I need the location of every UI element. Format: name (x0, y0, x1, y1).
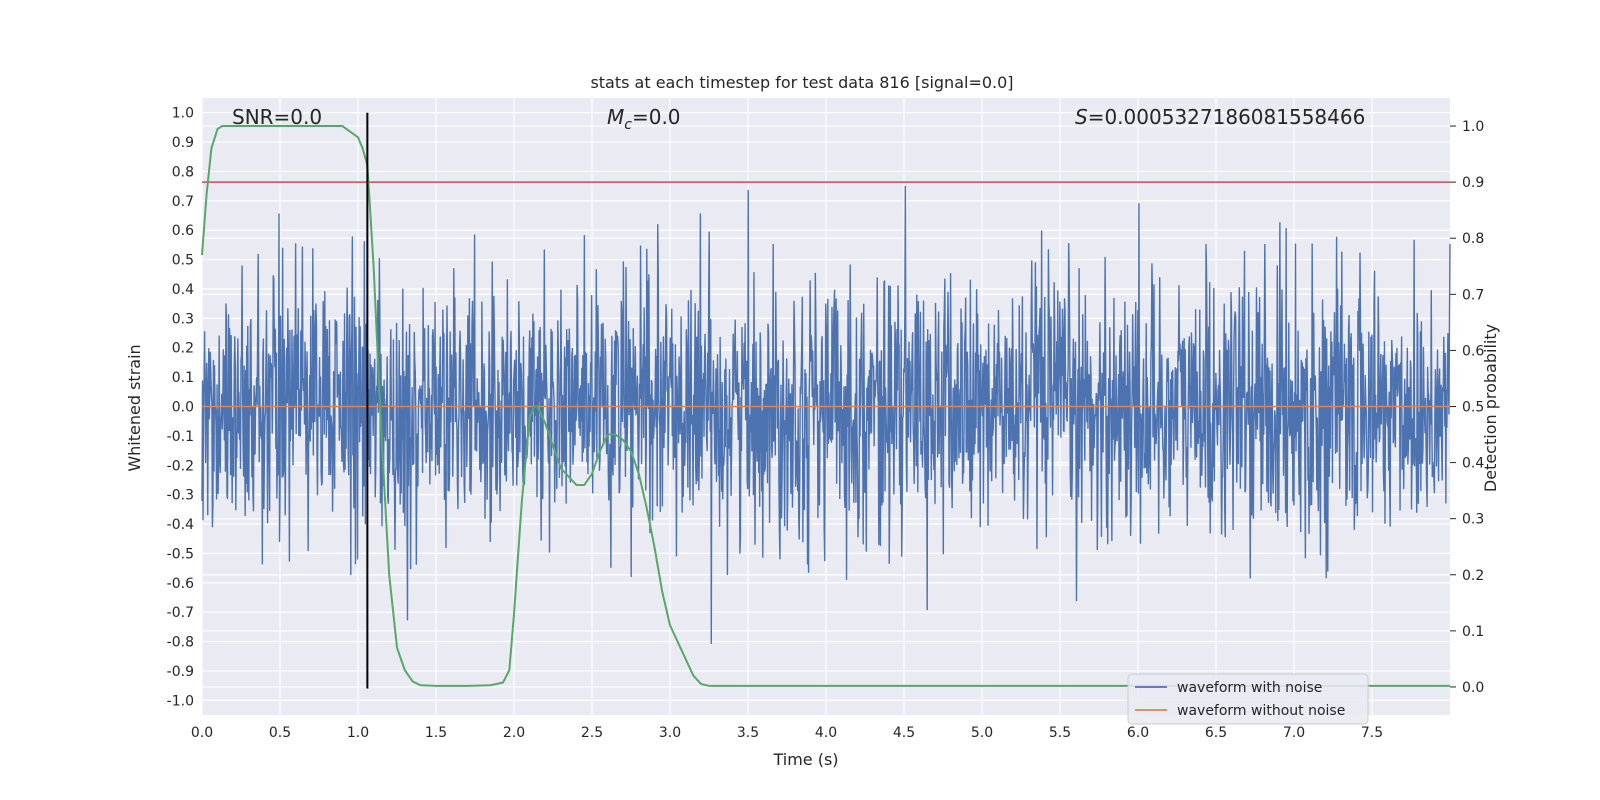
x-tick-label: 2.0 (503, 725, 525, 741)
y-right-tick-label: 0.4 (1462, 456, 1484, 472)
y-right-tick-label: 0.2 (1462, 568, 1484, 584)
score-value: =0.0005327186081558466 (1088, 105, 1366, 129)
snr-annotation: SNR=0.0 (232, 105, 322, 129)
y-right-tick-label: 0.0 (1462, 680, 1484, 696)
y-left-tick-label: 0.3 (172, 311, 194, 327)
y-left-tick-label: -0.6 (167, 576, 194, 592)
y-left-tick-label: -0.1 (167, 429, 194, 445)
x-tick-label: 4.0 (815, 725, 837, 741)
x-tick-label: 0.0 (191, 725, 213, 741)
x-tick-label: 3.5 (737, 725, 759, 741)
y-left-tick-label: 0.1 (172, 370, 194, 386)
y-right-tick-label: 0.1 (1462, 624, 1484, 640)
y-right-tick-label: 0.7 (1462, 287, 1484, 303)
y-left-tick-label: -0.5 (167, 546, 194, 562)
y-left-tick-label: -0.8 (167, 635, 194, 651)
y-left-tick-label: 0.4 (172, 282, 194, 298)
y-left-tick-label: -0.4 (167, 517, 194, 533)
waveform-with-noise-line (201, 185, 1451, 645)
x-axis-label: Time (s) (772, 750, 838, 769)
y-right-tick-label: 1.0 (1462, 119, 1484, 135)
y-right-tick-label: 0.5 (1462, 400, 1484, 416)
y-left-tick-label: -1.0 (167, 693, 194, 709)
chirp-mass-subscript: c (624, 117, 632, 133)
x-tick-label: 7.5 (1361, 725, 1383, 741)
x-tick-label: 5.0 (971, 725, 993, 741)
y-left-axis-ticks: 1.0 0.9 0.8 0.7 0.6 0.5 0.4 0.3 0.2 0.1 0.0 -0.1 -0.… (167, 106, 194, 710)
x-axis-ticks: 0.0 0.5 1.0 1.5 2.0 2.5 3.0 3.5 4.0 4.5 5.0 5.5 6.0 6… (191, 725, 1383, 741)
y-left-tick-label: 1.0 (172, 106, 194, 122)
x-tick-label: 1.5 (425, 725, 447, 741)
legend-box (1127, 673, 1369, 725)
chirp-mass-annotation: Mc=0.0 (607, 105, 681, 133)
y-left-tick-label: 0.5 (172, 253, 194, 269)
y-right-tick-label: 0.6 (1462, 343, 1484, 359)
y-left-tick-label: -0.7 (167, 605, 194, 621)
detection-probability-line (201, 125, 1450, 687)
y-right-axis-ticks: 1.0 0.9 0.8 0.7 0.6 0.5 0.4 0.3 0.2 0.1 0.0 (1450, 119, 1484, 696)
x-tick-label: 2.5 (581, 725, 603, 741)
x-tick-label: 7.0 (1283, 725, 1305, 741)
series-waveform-with-noise (201, 185, 1451, 645)
y-right-tick-label: 0.3 (1462, 512, 1484, 528)
y-right-tick-label: 0.9 (1462, 175, 1484, 191)
x-tick-label: 3.0 (659, 725, 681, 741)
legend: waveform with noise waveform without noi… (1127, 673, 1369, 725)
y-left-tick-label: 0.9 (172, 135, 194, 151)
y-left-tick-label: 0.8 (172, 164, 194, 180)
y-right-tick-label: 0.8 (1462, 231, 1484, 247)
y-left-tick-label: 0.7 (172, 194, 194, 210)
y-right-axis-label: Detection probability (1481, 324, 1500, 492)
chart-title: stats at each timestep for test data 816… (590, 73, 1013, 92)
legend-label-clean: waveform without noise (1177, 703, 1345, 719)
score-annotation: S=0.0005327186081558466 (1075, 105, 1365, 129)
x-tick-label: 1.0 (347, 725, 369, 741)
y-left-tick-label: -0.3 (167, 488, 194, 504)
y-left-tick-label: 0.0 (172, 400, 194, 416)
y-left-tick-label: 0.2 (172, 341, 194, 357)
x-tick-label: 0.5 (269, 725, 291, 741)
y-left-tick-label: -0.9 (167, 664, 194, 680)
score-symbol: S (1075, 105, 1088, 129)
x-tick-label: 5.5 (1049, 725, 1071, 741)
x-tick-label: 4.5 (893, 725, 915, 741)
x-tick-label: 6.0 (1127, 725, 1149, 741)
series-detection-probability (201, 125, 1450, 687)
y-left-tick-label: -0.2 (167, 458, 194, 474)
y-left-axis-label: Whitened strain (125, 344, 144, 471)
chirp-mass-symbol: M (607, 105, 624, 129)
x-tick-label: 6.5 (1205, 725, 1227, 741)
y-left-tick-label: 0.6 (172, 223, 194, 239)
chirp-mass-value: =0.0 (632, 105, 681, 129)
legend-label-noise: waveform with noise (1177, 680, 1322, 696)
